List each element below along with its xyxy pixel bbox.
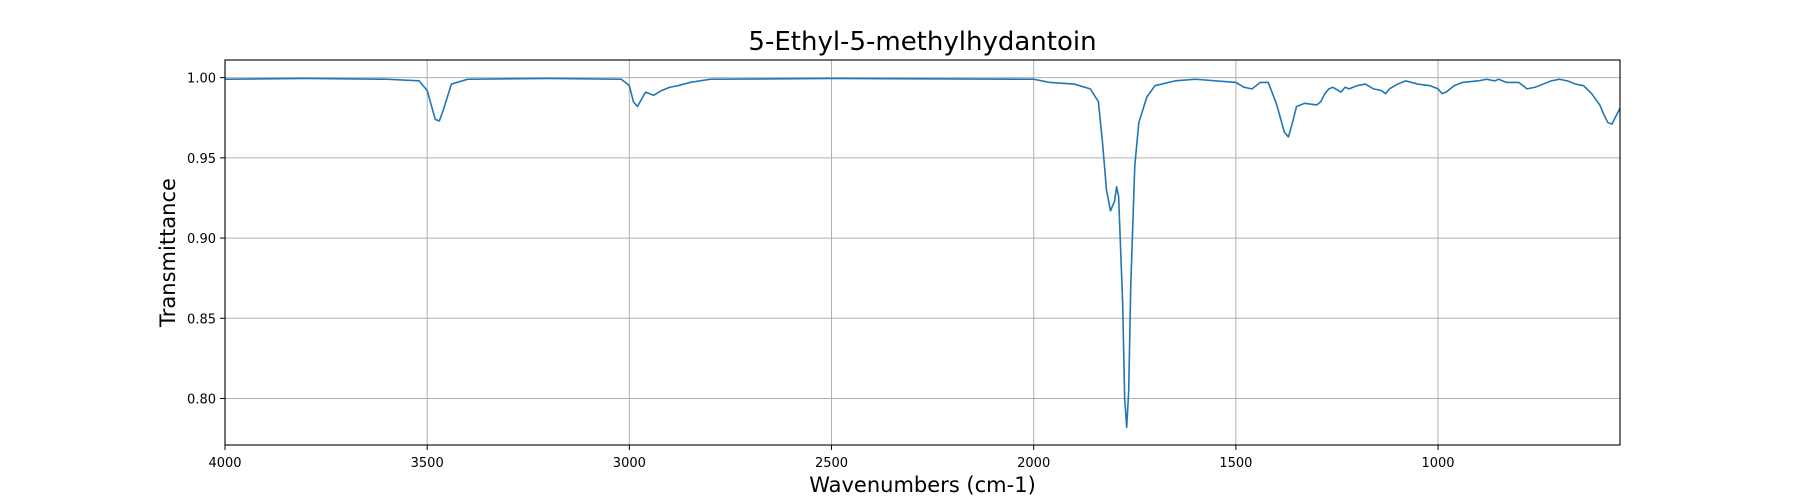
y-tick-label: 0.95 bbox=[187, 152, 216, 167]
x-axis-label: Wavenumbers (cm-1) bbox=[809, 473, 1036, 497]
chart-title: 5-Ethyl-5-methylhydantoin bbox=[748, 27, 1096, 57]
plot-frame bbox=[224, 59, 1621, 446]
y-tick-label: 0.85 bbox=[187, 312, 216, 327]
y-tick-label: 1.00 bbox=[187, 72, 216, 87]
x-tick-label: 1000 bbox=[1421, 456, 1454, 471]
x-tick-label: 2500 bbox=[815, 456, 848, 471]
y-tick-label: 0.80 bbox=[187, 392, 216, 407]
axis-ticks: 4000 3500 3000 2500 2000 1500 1000 0.80 0.85 0.90… bbox=[187, 72, 1455, 471]
x-tick-label: 2000 bbox=[1017, 456, 1050, 471]
x-tick-label: 3000 bbox=[613, 456, 646, 471]
y-tick-label: 0.90 bbox=[187, 232, 216, 247]
spectrum-line bbox=[224, 77, 1621, 429]
y-axis-label: Transmittance bbox=[156, 178, 180, 328]
grid bbox=[224, 60, 1620, 445]
x-tick-label: 4000 bbox=[208, 456, 241, 471]
x-tick-label: 1500 bbox=[1219, 456, 1252, 471]
x-tick-label: 3500 bbox=[411, 456, 444, 471]
